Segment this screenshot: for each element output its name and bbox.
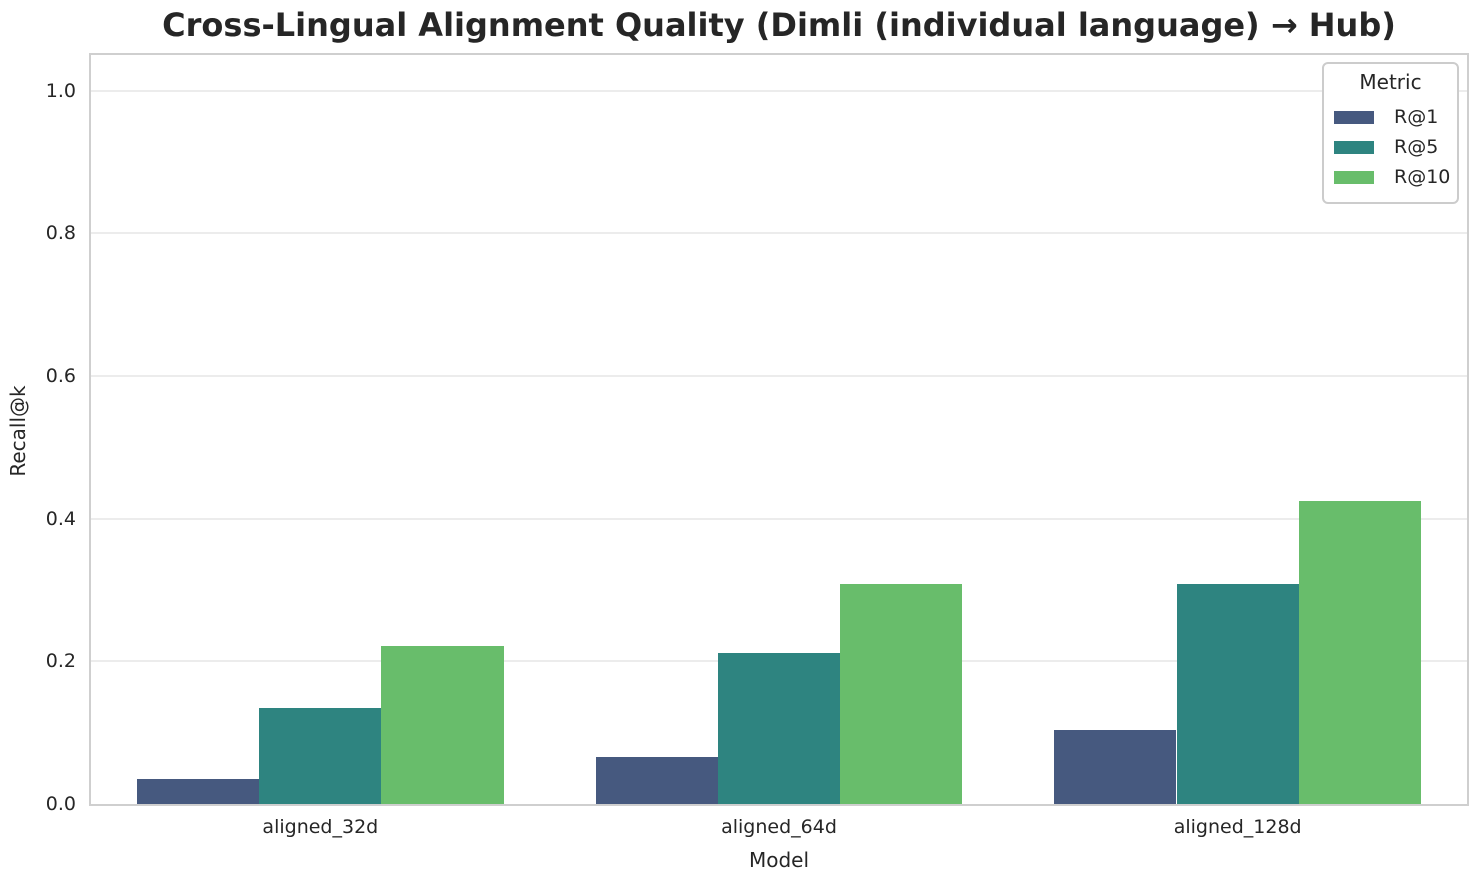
legend-swatch-icon <box>1334 170 1374 184</box>
y-tick-0.0: 0.0 <box>45 793 76 815</box>
plot-area <box>89 53 1469 806</box>
legend-label: R@1 <box>1394 106 1439 128</box>
legend: Metric R@1 R@5 R@10 <box>1322 62 1459 204</box>
x-axis-label: Model <box>748 848 810 872</box>
gridline-y-0.8 <box>91 232 1467 235</box>
y-tick-0.8: 0.8 <box>45 222 76 245</box>
x-tick-aligned_128d: aligned_128d <box>1173 816 1302 838</box>
legend-swatch-icon <box>1334 140 1374 154</box>
bar-aligned_64d-R-at-1 <box>595 756 718 804</box>
bar-aligned_32d-R-at-10 <box>381 646 504 804</box>
legend-label: R@10 <box>1394 166 1451 188</box>
y-tick-1.0: 1.0 <box>45 79 76 102</box>
gridline-y-1.0 <box>91 89 1467 92</box>
legend-swatch-icon <box>1334 110 1374 124</box>
legend-entry-R-at-1: R@1 <box>1324 102 1457 132</box>
legend-entry-R-at-10: R@10 <box>1324 162 1457 192</box>
y-tick-0.4: 0.4 <box>45 507 76 530</box>
y-tick-0.2: 0.2 <box>45 650 76 673</box>
gridline-y-0.4 <box>91 517 1467 520</box>
y-tick-0.6: 0.6 <box>45 365 76 387</box>
legend-entry-R-at-5: R@5 <box>1324 132 1457 162</box>
gridline-y-0.6 <box>91 375 1467 377</box>
legend-label: R@5 <box>1394 136 1439 158</box>
legend-title: Metric <box>1359 70 1422 94</box>
chart-title: Cross-Lingual Alignment Quality (Dimli (… <box>162 6 1396 44</box>
bar-aligned_128d-R-at-1 <box>1054 729 1177 804</box>
x-tick-aligned_32d: aligned_32d <box>262 816 379 838</box>
legend-entries: R@1 R@5 R@10 <box>1324 102 1457 192</box>
bar-aligned_128d-R-at-5 <box>1176 584 1299 804</box>
x-tick-aligned_64d: aligned_64d <box>721 816 837 838</box>
bar-aligned_32d-R-at-5 <box>259 708 382 804</box>
bar-aligned_64d-R-at-5 <box>717 652 841 804</box>
bar-aligned_32d-R-at-1 <box>136 779 260 804</box>
bar-aligned_64d-R-at-10 <box>840 584 963 804</box>
bar-aligned_128d-R-at-10 <box>1298 500 1422 804</box>
